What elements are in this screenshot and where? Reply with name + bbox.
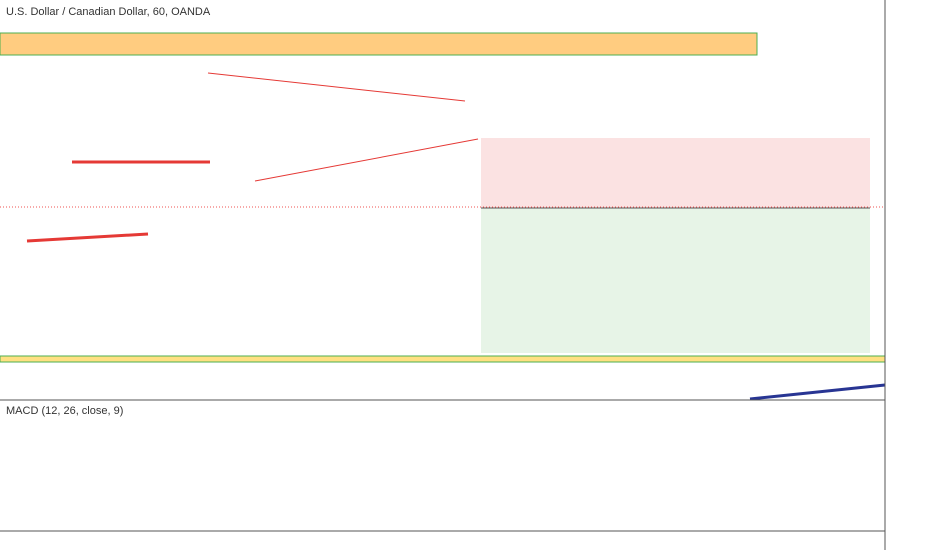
chart-title: U.S. Dollar / Canadian Dollar, 60, OANDA — [6, 6, 211, 18]
target-area[interactable] — [481, 208, 870, 353]
macd-title: MACD (12, 26, close, 9) — [6, 405, 123, 417]
demand-zone[interactable] — [0, 355, 886, 363]
supply-zone[interactable] — [0, 32, 758, 56]
stop-area[interactable] — [481, 138, 870, 208]
support-line[interactable] — [26, 232, 149, 243]
price-axis — [885, 0, 932, 550]
triangle-lower[interactable] — [254, 138, 479, 182]
triangle-upper[interactable] — [207, 72, 466, 102]
trend-line[interactable] — [749, 383, 886, 401]
